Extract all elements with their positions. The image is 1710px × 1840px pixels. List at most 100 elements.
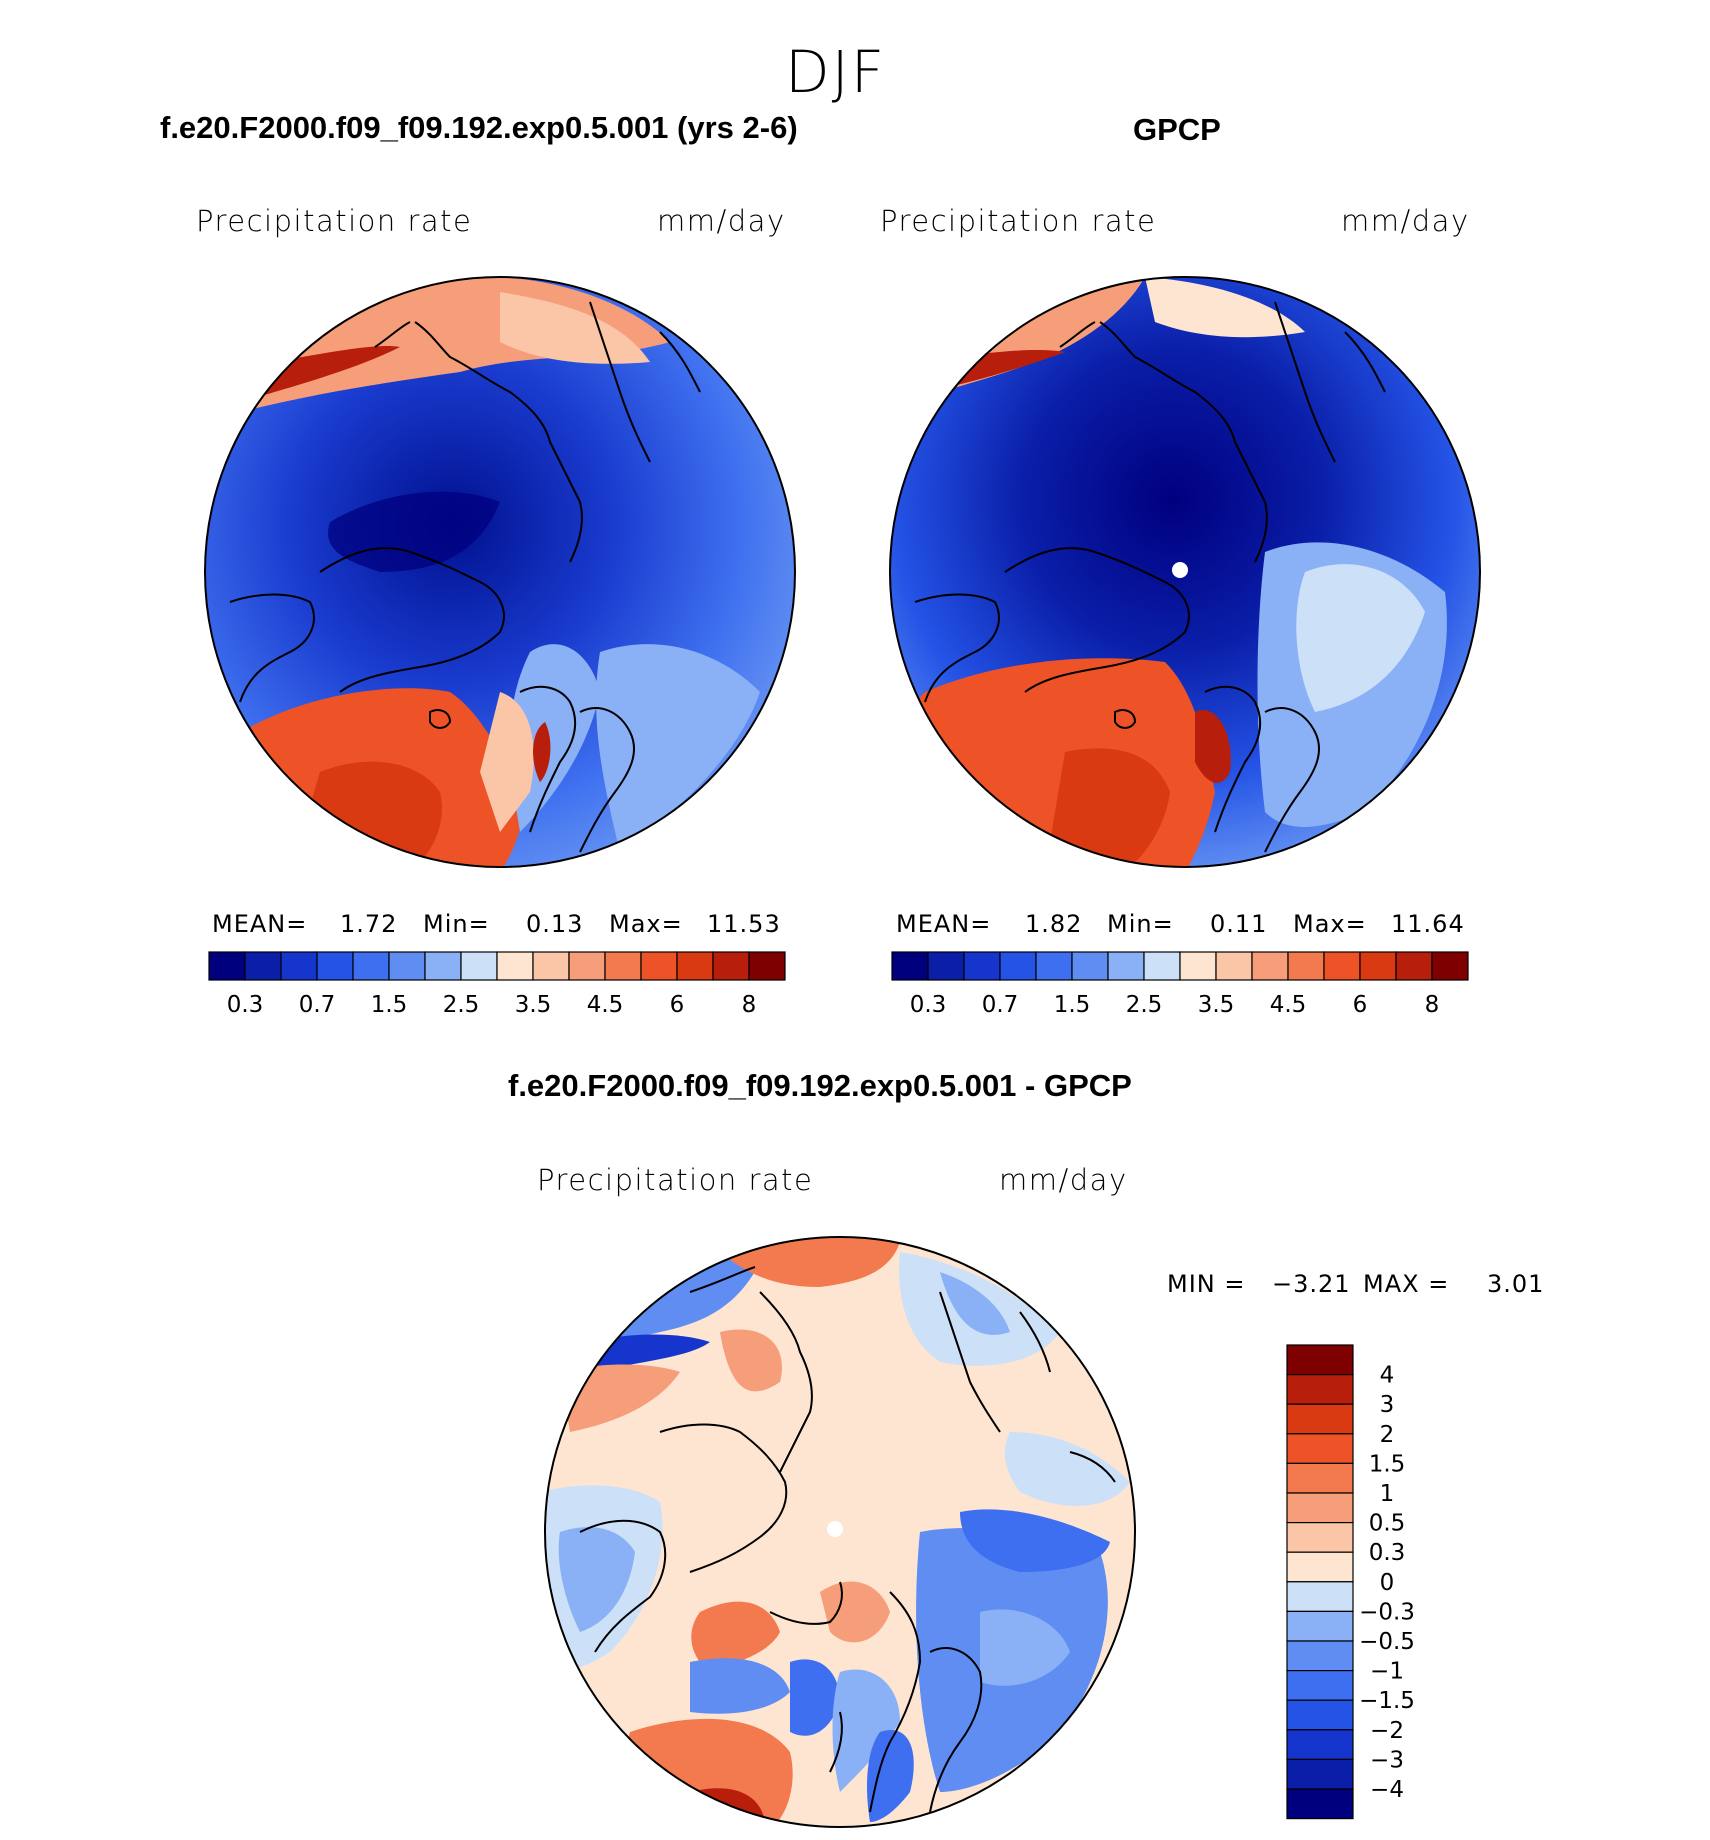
panel3-colorbar-tick-label: −0.3 [1359,1599,1415,1625]
panel1-mean-value: 1.72 [340,910,398,938]
panel3-colorbar-swatch [1286,1640,1354,1672]
panel3-max-label: MAX = [1363,1270,1450,1298]
panel3-colorbar-swatch [1286,1610,1354,1642]
panel1-colorbar-swatch [388,951,426,981]
panel2-colorbar-swatch [1107,951,1145,981]
panel2-colorbar-swatch [999,951,1037,981]
panel3-colorbar-tick-label: 4 [1380,1363,1395,1389]
panel2-colorbar-tick-label: 0.7 [982,992,1019,1018]
panel2-max-label: Max= [1293,910,1367,938]
panel3-colorbar-tick-label: 2 [1380,1422,1395,1448]
panel3-colorbar-swatch [1286,1729,1354,1760]
panel3-colorbar-swatch [1286,1551,1354,1583]
panel1-colorbar-tick-label: 4.5 [587,992,624,1018]
panel2-colorbar-swatch [1395,951,1433,981]
panel1-colorbar-swatch [640,951,678,981]
panel2-colorbar-swatch [891,951,929,981]
panel1-mean-label: MEAN= [212,910,308,938]
panel1-colorbar: 0.3 0.7 1.5 2.5 3.5 4.5 6 8 [208,951,786,1018]
panel1-colorbar-swatch [676,951,714,981]
panel3-colorbar-tick-label: 0.5 [1369,1511,1406,1537]
panel3-colorbar: 4 3 2 1.5 1 0.5 0.3 0 −0.3 −0.5 −1 −1.5 −2 −3 −4 [1286,1344,1415,1820]
panel3-colorbar-swatch [1286,1788,1354,1820]
panel1-variable-label: Precipitation rate [196,204,473,238]
panel3-colorbar-tick-label: −1 [1370,1659,1404,1685]
panel1-colorbar-swatch [316,951,354,981]
panel3-variable-label: Precipitation rate [537,1163,814,1197]
panel2-colorbar-swatch [1323,951,1361,981]
panel1-units: mm/day [657,204,786,238]
panel3-max-value: 3.01 [1487,1270,1545,1298]
panel1-title: f.e20.F2000.f09_f09.192.exp0.5.001 (yrs … [160,110,798,145]
panel2-colorbar-tick-label: 4.5 [1270,992,1307,1018]
panel3-colorbar-tick-label: 0 [1380,1570,1395,1596]
panel2-colorbar-swatch [1287,951,1325,981]
panel3-units: mm/day [999,1163,1128,1197]
panel3-colorbar-swatch [1286,1581,1354,1613]
panel2-colorbar-swatch [1251,951,1289,981]
panel3-colorbar-swatch [1286,1522,1354,1553]
panel1-min-value: 0.13 [526,910,584,938]
panel2-colorbar-tick-label: 8 [1425,992,1440,1018]
panel1-colorbar-swatch [280,951,318,981]
panel1-colorbar-tick-label: 1.5 [371,992,408,1018]
panel3-min-value: −3.21 [1272,1270,1351,1298]
panel3-colorbar-swatch [1286,1758,1354,1790]
panel3-colorbar-tick-label: 1.5 [1369,1451,1406,1477]
panel1-colorbar-tick-label: 8 [742,992,757,1018]
panel2-colorbar-swatch [1215,951,1253,981]
panel3-title: f.e20.F2000.f09_f09.192.exp0.5.001 - GPC… [508,1068,1132,1103]
panel3-colorbar-swatch [1286,1670,1354,1701]
panel2-colorbar-swatch [1035,951,1073,981]
panel1-colorbar-swatch [748,951,786,981]
panel2-title: GPCP [1133,112,1221,147]
panel3-polar-map [544,1236,1136,1828]
panel2-max-value: 11.64 [1391,910,1465,938]
panel1-min-label: Min= [423,910,490,938]
panel3-colorbar-swatch [1286,1433,1354,1465]
panel2-colorbar-tick-label: 1.5 [1054,992,1091,1018]
panel3-min-label: MIN = [1167,1270,1246,1298]
panel2-polar-map [889,276,1481,868]
panel1-colorbar-tick-label: 2.5 [443,992,480,1018]
panel1-colorbar-swatch [532,951,570,981]
panel1-colorbar-swatch [208,951,246,981]
season-title: DJF [785,38,887,106]
panel3-colorbar-swatch [1286,1699,1354,1731]
panel1-colorbar-swatch [460,951,498,981]
panel2-colorbar-swatch [927,951,965,981]
panel2-colorbar-swatch [1179,951,1217,981]
panel1-colorbar-tick-label: 0.3 [227,992,264,1018]
panel1-colorbar-swatch [352,951,390,981]
panel2-variable-label: Precipitation rate [880,204,1157,238]
panel1-colorbar-swatch [244,951,282,981]
panel3-colorbar-tick-label: −0.5 [1359,1629,1415,1655]
panel1-polar-map [204,276,796,868]
panel2-colorbar-swatch [1431,951,1469,981]
panel3-colorbar-tick-label: −2 [1370,1718,1404,1744]
panel2-colorbar-swatch [1359,951,1397,981]
panel3-colorbar-tick-label: −1.5 [1359,1688,1415,1714]
panel2-mean-label: MEAN= [896,910,992,938]
panel2-min-label: Min= [1107,910,1174,938]
panel3-colorbar-tick-label: −4 [1370,1777,1404,1803]
panel1-colorbar-swatch [424,951,462,981]
panel1-colorbar-tick-label: 0.7 [299,992,336,1018]
panel3-colorbar-tick-label: 0.3 [1369,1540,1406,1566]
panel1-colorbar-swatch [568,951,606,981]
panel2-colorbar-tick-label: 6 [1353,992,1368,1018]
panel2-colorbar-tick-label: 3.5 [1198,992,1235,1018]
panel2-units: mm/day [1341,204,1470,238]
panel3-colorbar-tick-label: 3 [1380,1392,1395,1418]
panel1-colorbar-swatch [604,951,642,981]
panel2-mean-value: 1.82 [1025,910,1083,938]
panel1-colorbar-tick-label: 6 [670,992,685,1018]
panel3-colorbar-swatch [1286,1462,1354,1494]
panel2-min-value: 0.11 [1210,910,1268,938]
panel3-colorbar-tick-label: 1 [1380,1481,1395,1507]
panel1-max-label: Max= [609,910,683,938]
panel1-colorbar-swatch [496,951,534,981]
panel2-colorbar-swatch [1143,951,1181,981]
panel3-colorbar-swatch [1286,1492,1354,1524]
panel3-colorbar-tick-label: −3 [1370,1747,1404,1773]
